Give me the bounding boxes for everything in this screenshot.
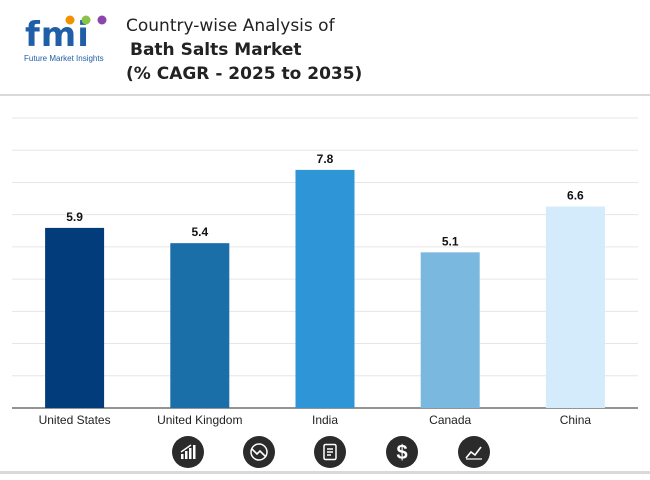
- title-line-2: Bath Salts Market: [130, 40, 302, 60]
- bar-united-states: [45, 227, 105, 408]
- data-label: 6.6: [567, 189, 584, 203]
- footer-divider: [0, 471, 650, 474]
- chart-area: 5.9 United States 5.4 United Kingdom 7.8 Indi…: [0, 96, 650, 436]
- chart-title: Country-wise Analysis of Bath Salts Mark…: [126, 14, 362, 86]
- svg-text:$: $: [396, 442, 407, 463]
- logo-dots-icon: [65, 15, 107, 25]
- x-tick-label: Canada: [429, 413, 471, 427]
- decline-chart-icon: [243, 436, 275, 468]
- bar-chart: 5.9 United States 5.4 United Kingdom 7.8 Indi…: [12, 117, 638, 427]
- bar-canada: [420, 252, 480, 408]
- x-tick-label: United Kingdom: [157, 413, 242, 427]
- report-document-icon: [314, 436, 346, 468]
- fmi-logo: fmi Future Market Insights: [22, 12, 112, 72]
- chart-header: fmi Future Market Insights Country-wise …: [0, 0, 650, 95]
- data-label: 5.9: [66, 210, 83, 224]
- logo-subtext: Future Market Insights: [24, 54, 104, 63]
- x-tick-label: India: [312, 413, 338, 427]
- data-label: 5.1: [442, 234, 459, 248]
- title-line-1: Country-wise Analysis of: [126, 16, 335, 36]
- x-tick-label: United States: [39, 413, 111, 427]
- growth-chart-icon: [172, 436, 204, 468]
- dollar-icon: $: [386, 436, 418, 468]
- footer-icon-bar: $: [0, 432, 650, 480]
- header-divider: [0, 94, 650, 96]
- x-tick-label: China: [560, 413, 592, 427]
- bar-india: [295, 169, 355, 408]
- logo-wordmark: fmi: [25, 15, 90, 55]
- title-line-3: (% CAGR - 2025 to 2035): [126, 64, 363, 84]
- bar-united-kingdom: [170, 243, 230, 408]
- data-label: 7.8: [317, 152, 334, 166]
- bar-china: [545, 206, 605, 408]
- data-label: 5.4: [191, 225, 208, 239]
- trend-line-icon: [458, 436, 490, 468]
